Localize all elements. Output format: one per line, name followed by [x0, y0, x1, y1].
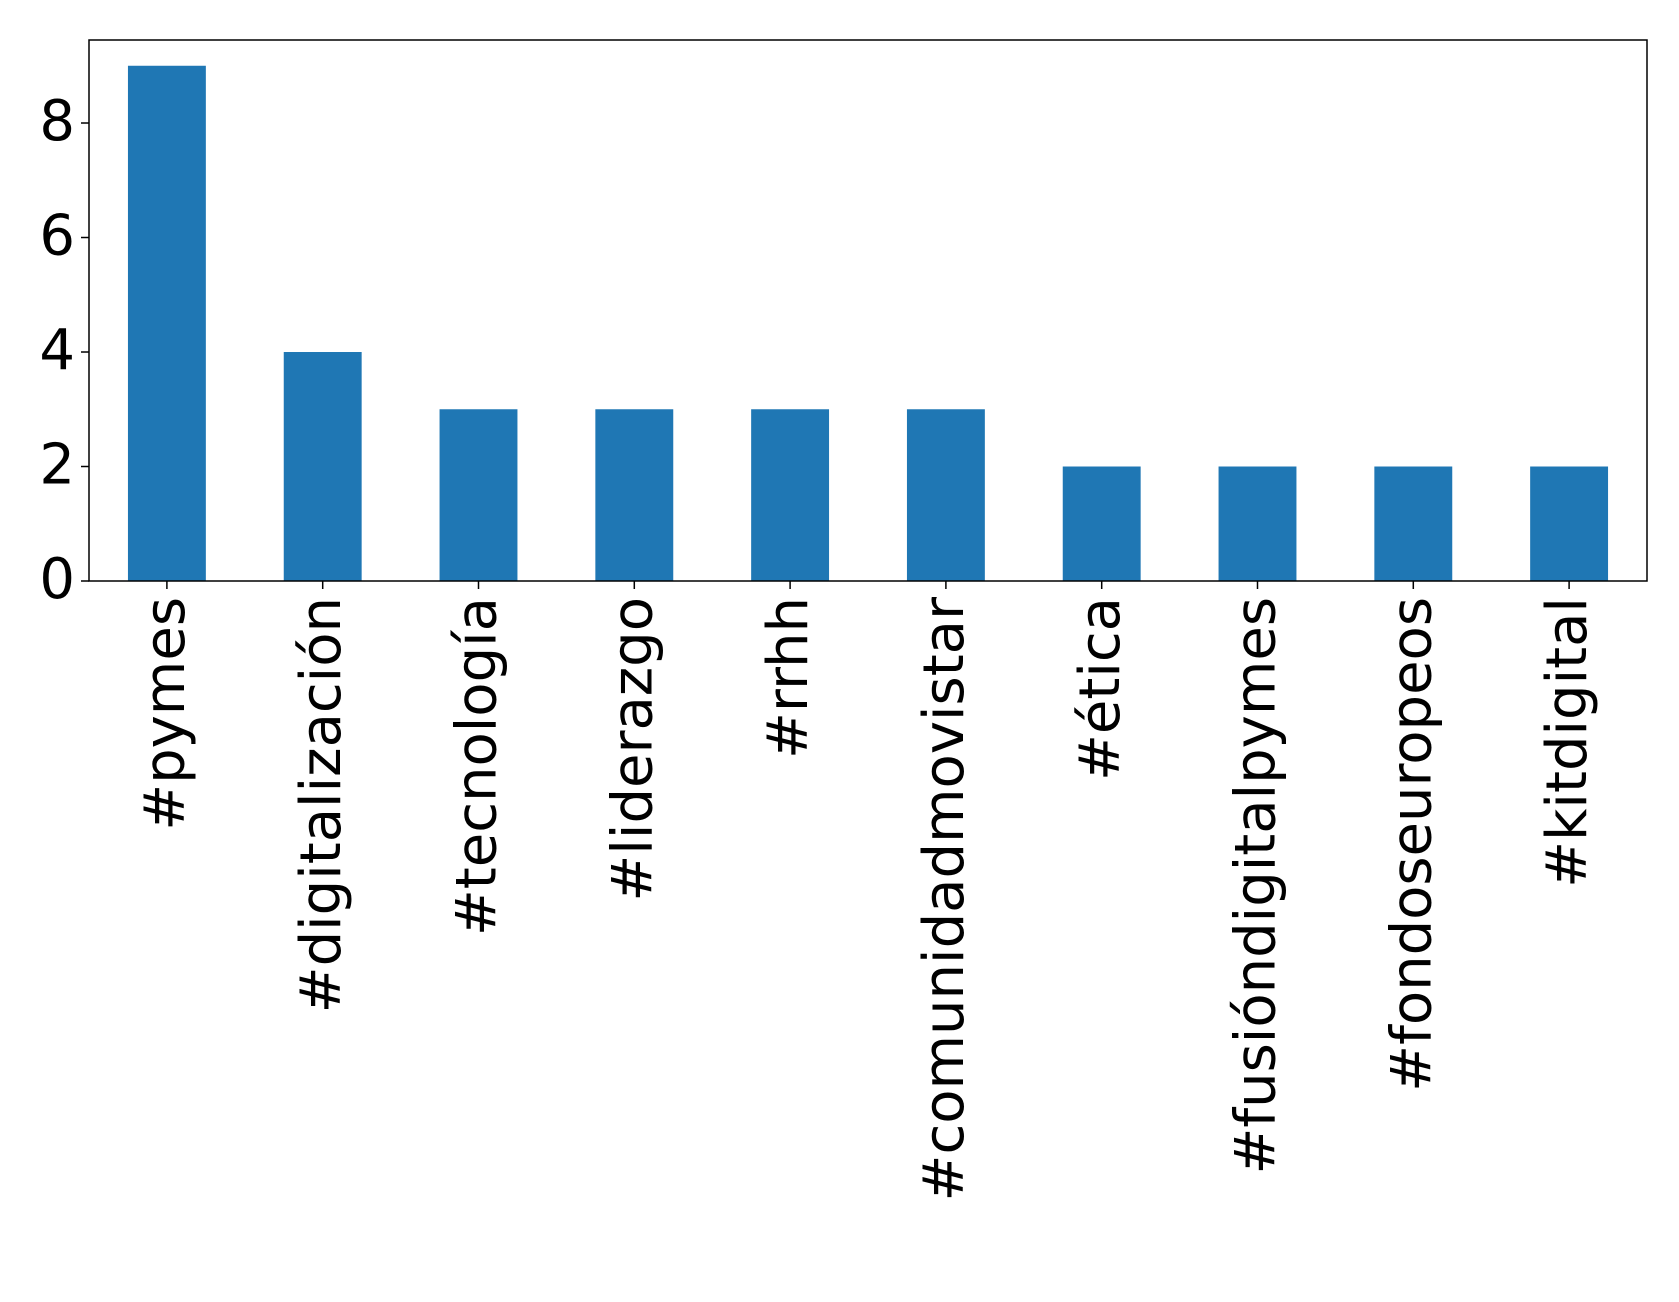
y-tick-label: 8 [39, 89, 75, 154]
bar [1062, 466, 1141, 581]
y-tick-label: 0 [39, 547, 75, 612]
bar [127, 65, 206, 581]
x-tick-label: #kitdigital [1535, 597, 1600, 888]
x-tick-label: #fusióndigitalpymes [1224, 597, 1289, 1175]
bar [906, 409, 985, 581]
bar [283, 352, 362, 581]
x-tick-label: #digitalización [289, 597, 354, 1013]
x-tick-label: #pymes [133, 597, 198, 831]
x-tick-label: #ética [1068, 597, 1133, 781]
x-tick-label: #fondoseuropeos [1379, 597, 1444, 1092]
x-tick-label: #tecnología [445, 597, 510, 936]
x-tick-label: #comunidadmovistar [912, 596, 977, 1201]
bar [439, 409, 518, 581]
x-tick-label: #liderazgo [600, 597, 665, 902]
bar [1530, 466, 1609, 581]
x-tick-label: #rrhh [756, 597, 821, 759]
bar [1218, 466, 1297, 581]
y-tick-label: 2 [39, 433, 75, 498]
plot-frame [88, 39, 1648, 582]
bar [1374, 466, 1453, 581]
y-tick-label: 6 [39, 204, 75, 269]
y-tick-label: 4 [39, 318, 75, 383]
bar [595, 409, 674, 581]
bar [751, 409, 830, 581]
